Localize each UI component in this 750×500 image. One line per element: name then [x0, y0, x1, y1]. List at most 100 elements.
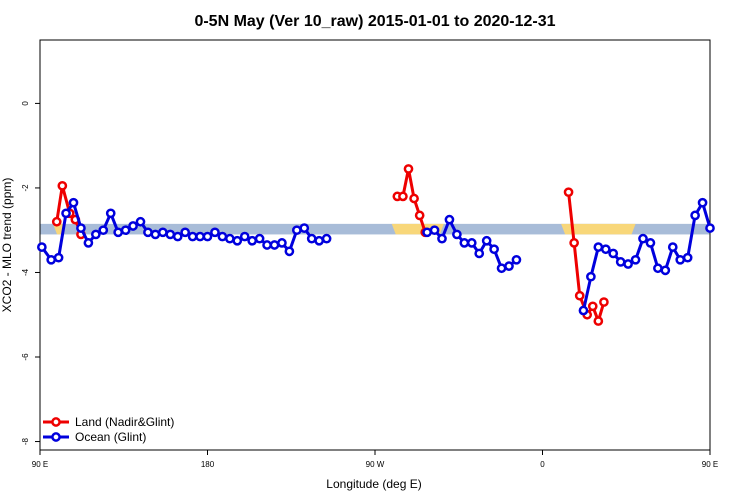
ocean-point [83, 238, 94, 248]
y-tick-label: -8 [21, 437, 30, 445]
y-tick-label: -2 [21, 184, 30, 192]
ocean-point [466, 238, 477, 248]
ocean-point [705, 223, 715, 233]
x-tick-label: 0 [540, 460, 545, 469]
land-band-segment [561, 223, 636, 235]
ocean-point [429, 225, 440, 236]
ocean-point [299, 223, 310, 233]
x-axis-label: Longitude (deg E) [326, 477, 421, 491]
land-point [574, 290, 585, 301]
ocean-point [269, 240, 280, 250]
ocean-point [593, 242, 604, 252]
ocean-point [210, 227, 220, 238]
ocean-point [697, 197, 708, 208]
ocean-point [459, 238, 470, 248]
ocean-point [452, 229, 462, 240]
ocean-point [623, 259, 633, 269]
ocean-point [217, 231, 228, 242]
ocean-point [239, 231, 250, 242]
y-tick-label: 0 [21, 101, 30, 106]
ocean-point [157, 227, 168, 238]
x-tick-label: 90 E [702, 460, 718, 469]
ocean-point [172, 231, 183, 242]
ocean-point [68, 197, 79, 208]
land-point [563, 187, 574, 198]
ocean-point [511, 254, 522, 265]
ocean-point [682, 252, 693, 263]
ocean-point [615, 257, 626, 267]
ocean-point [496, 263, 507, 274]
legend-land-marker [51, 417, 61, 427]
ocean-point [165, 229, 176, 240]
ocean-point [481, 235, 492, 246]
land-point [403, 164, 414, 174]
ocean-point [444, 214, 455, 225]
ocean-point [489, 244, 499, 255]
ocean-point [76, 223, 86, 233]
ocean-point [660, 265, 671, 276]
plot-frame [39, 39, 711, 451]
ocean-point [291, 225, 302, 236]
ocean-point [306, 233, 317, 244]
ocean-point [422, 227, 432, 238]
ocean-point [474, 248, 485, 259]
ocean-point [653, 263, 663, 274]
plot-area: 90 E 180 90 W 0 90 E -8 -6 -4 -2 0 Land (Nadir&Gli… [21, 39, 718, 469]
ocean-point [202, 231, 213, 242]
x-tick-label: 90 W [366, 460, 385, 469]
ocean-point [638, 233, 648, 244]
y-tick-label: -4 [21, 268, 30, 276]
y-tick-label: -6 [21, 353, 30, 361]
ocean-point [113, 227, 124, 238]
ocean-point [187, 231, 198, 242]
ocean-point [120, 225, 131, 236]
land-point [569, 238, 579, 248]
ocean-point [321, 233, 332, 244]
ocean-point [143, 227, 153, 238]
ocean-point [690, 210, 700, 221]
ocean-point [46, 254, 57, 265]
ocean-point [53, 252, 64, 263]
ocean-point [578, 305, 589, 316]
y-axis-label: XCO2 - MLO trend (ppm) [0, 178, 14, 313]
ocean-point [150, 229, 161, 240]
x-tick-label: 180 [201, 460, 215, 469]
ocean-point [128, 221, 138, 231]
ocean-point [675, 254, 686, 265]
ocean-point [645, 238, 656, 248]
ocean-point [254, 233, 265, 244]
land-point [51, 216, 62, 227]
legend-ocean-label: Ocean (Glint) [75, 430, 146, 444]
ocean-point [61, 208, 71, 219]
legend-ocean-marker [51, 432, 61, 442]
legend-land-label: Land (Nadir&Glint) [75, 415, 174, 429]
land-point [599, 297, 609, 307]
land-point [57, 180, 68, 191]
ocean-point [667, 242, 678, 252]
land-point [414, 210, 425, 221]
ocean-point [105, 208, 116, 219]
land-point [587, 301, 598, 312]
ocean-point [284, 246, 295, 257]
ocean-point [277, 238, 287, 248]
ocean-point [37, 242, 47, 252]
x-tick-label: 90 E [32, 460, 48, 469]
ocean-point [586, 271, 596, 282]
ocean-point [224, 233, 235, 244]
land-point [398, 191, 408, 202]
land-point [409, 193, 419, 204]
ocean-point [262, 240, 272, 250]
ocean-point [90, 229, 101, 240]
ocean-point [630, 254, 641, 265]
ocean-point [314, 235, 325, 246]
ocean-point [98, 225, 109, 236]
ocean-point [504, 261, 514, 271]
ocean-point [437, 233, 447, 244]
ocean-point [232, 235, 243, 246]
land-point [593, 316, 604, 326]
ocean-point [247, 235, 258, 246]
ocean-point [195, 231, 205, 242]
ocean-point [600, 244, 611, 255]
ocean-band [40, 223, 710, 235]
